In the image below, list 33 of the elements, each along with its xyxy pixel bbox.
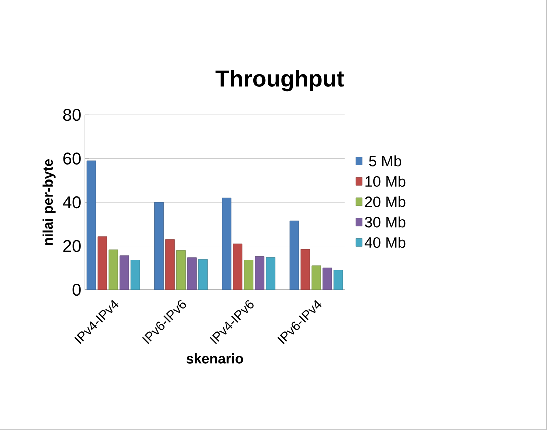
bar — [108, 250, 118, 290]
bar — [266, 257, 276, 290]
legend-label: 30 Mb — [365, 216, 406, 228]
bar — [334, 270, 344, 290]
bar — [300, 249, 310, 290]
x-axis-title: skenario — [186, 354, 244, 364]
legend-label: 40 Mb — [364, 237, 406, 248]
y-tick-label: 20 — [64, 240, 81, 252]
bar — [154, 202, 164, 290]
bar — [244, 260, 254, 290]
y-tick-label: 80 — [63, 109, 81, 122]
y-axis-title: nilai per-byte — [42, 159, 56, 246]
bar — [312, 266, 322, 290]
y-tick-label: 60 — [64, 152, 81, 165]
bar — [176, 250, 186, 290]
bar — [86, 160, 96, 290]
bar — [322, 268, 332, 290]
legend-label: 10 Mb — [366, 176, 406, 187]
bar — [130, 260, 140, 290]
chart-title: Throughput — [216, 70, 344, 92]
bar — [233, 244, 243, 290]
bar — [255, 256, 265, 290]
bar — [198, 259, 208, 290]
bar — [290, 220, 300, 290]
bar — [222, 198, 232, 290]
bar — [120, 256, 130, 290]
bar — [166, 239, 175, 290]
bar — [188, 258, 197, 290]
y-tick-label: 40 — [63, 196, 81, 209]
y-tick-label: 0 — [72, 284, 81, 296]
legend-label: 5 Mb — [369, 156, 402, 167]
legend-label: 20 Mb — [365, 196, 406, 208]
bar — [98, 236, 108, 290]
